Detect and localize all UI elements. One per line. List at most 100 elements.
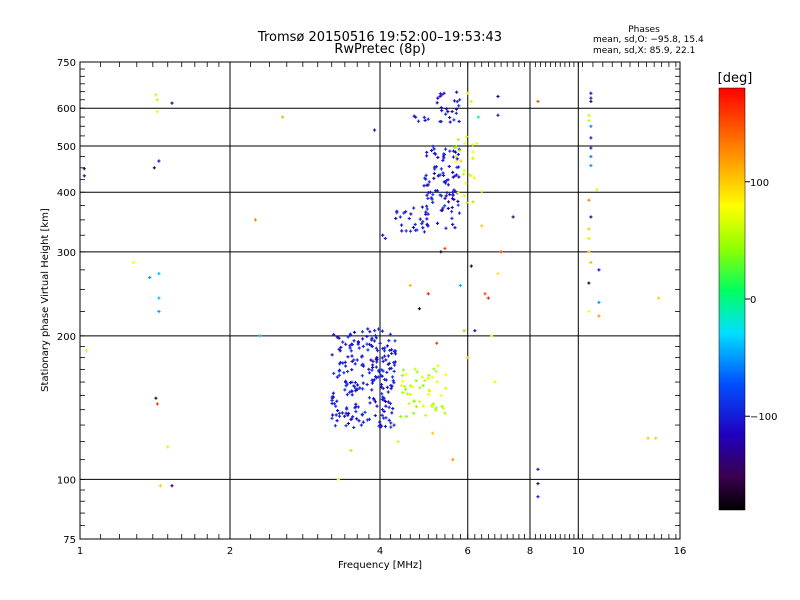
data-point bbox=[407, 216, 411, 221]
data-point bbox=[431, 200, 435, 204]
data-point bbox=[496, 272, 500, 276]
data-point bbox=[657, 296, 661, 300]
data-point bbox=[589, 96, 593, 100]
stats-heading: Phases bbox=[628, 25, 660, 35]
data-point bbox=[339, 345, 343, 349]
data-point bbox=[412, 411, 416, 415]
data-point bbox=[348, 332, 352, 336]
data-point bbox=[155, 98, 160, 102]
data-point bbox=[446, 200, 451, 204]
data-point bbox=[427, 388, 431, 392]
data-point bbox=[380, 392, 384, 396]
data-point bbox=[436, 364, 440, 368]
data-point bbox=[448, 120, 452, 124]
data-point bbox=[422, 184, 426, 188]
data-point bbox=[343, 388, 347, 392]
data-point bbox=[462, 329, 466, 333]
data-point bbox=[401, 368, 406, 372]
data-point bbox=[391, 407, 395, 411]
data-point bbox=[493, 380, 497, 384]
data-point bbox=[360, 374, 364, 378]
data-point bbox=[373, 375, 378, 379]
data-point bbox=[511, 215, 515, 219]
data-point bbox=[383, 354, 387, 358]
data-point bbox=[390, 348, 394, 352]
data-point bbox=[338, 368, 342, 372]
data-point bbox=[469, 99, 473, 104]
data-point bbox=[338, 349, 342, 353]
data-point bbox=[457, 175, 461, 179]
data-point bbox=[354, 389, 358, 393]
x-tick-label: 10 bbox=[572, 546, 585, 557]
data-point bbox=[445, 191, 449, 195]
data-point bbox=[348, 344, 352, 348]
x-tick-label: 8 bbox=[527, 546, 533, 557]
data-point bbox=[353, 385, 357, 389]
data-point bbox=[462, 194, 466, 198]
data-point bbox=[379, 383, 384, 387]
data-point bbox=[439, 393, 443, 398]
data-point bbox=[589, 215, 593, 219]
data-point bbox=[375, 349, 380, 353]
data-point bbox=[84, 349, 88, 353]
data-point bbox=[427, 373, 431, 377]
data-point bbox=[466, 91, 470, 95]
data-point bbox=[388, 332, 392, 336]
data-point bbox=[451, 222, 455, 227]
data-point bbox=[587, 281, 591, 285]
data-point bbox=[589, 163, 593, 168]
data-point bbox=[350, 393, 354, 397]
data-point bbox=[420, 222, 424, 226]
data-point bbox=[367, 417, 371, 421]
data-point bbox=[408, 283, 412, 288]
data-point bbox=[536, 495, 540, 499]
data-point bbox=[418, 217, 422, 221]
data-point bbox=[413, 222, 417, 227]
data-point bbox=[353, 406, 357, 410]
data-point bbox=[385, 385, 389, 389]
data-point bbox=[587, 227, 591, 231]
data-point bbox=[392, 381, 396, 385]
data-point bbox=[432, 171, 436, 176]
data-point bbox=[471, 200, 475, 204]
x-tick-label: 1 bbox=[77, 546, 83, 557]
data-point bbox=[597, 268, 601, 272]
data-point bbox=[361, 381, 365, 385]
data-point bbox=[589, 99, 593, 104]
data-point bbox=[412, 114, 416, 118]
data-point bbox=[399, 383, 404, 387]
data-point bbox=[393, 352, 398, 356]
data-point bbox=[384, 416, 388, 420]
data-point bbox=[387, 405, 391, 409]
data-point bbox=[337, 336, 341, 340]
data-point bbox=[426, 292, 430, 296]
data-point bbox=[380, 407, 385, 412]
data-point bbox=[439, 250, 443, 254]
y-tick-label: 300 bbox=[57, 248, 76, 259]
data-point bbox=[170, 484, 174, 488]
data-point bbox=[354, 409, 358, 414]
data-point bbox=[381, 386, 385, 390]
data-point bbox=[451, 458, 455, 462]
data-point bbox=[373, 329, 377, 333]
colorbar-tick-label: 100 bbox=[750, 178, 769, 189]
data-point bbox=[422, 230, 427, 234]
data-point bbox=[392, 360, 396, 365]
data-point bbox=[536, 467, 540, 471]
data-point bbox=[360, 354, 364, 358]
data-point bbox=[380, 397, 384, 402]
data-point bbox=[455, 157, 459, 161]
data-point bbox=[439, 105, 443, 110]
data-point bbox=[451, 149, 456, 153]
data-point bbox=[424, 413, 428, 418]
data-point bbox=[471, 150, 475, 154]
data-point bbox=[398, 215, 402, 219]
data-point bbox=[408, 384, 413, 388]
data-point bbox=[455, 90, 459, 94]
data-point bbox=[433, 152, 438, 156]
data-point bbox=[407, 401, 411, 406]
data-point bbox=[443, 411, 447, 415]
data-point bbox=[453, 150, 458, 154]
data-point bbox=[462, 168, 466, 173]
data-point bbox=[373, 333, 378, 338]
